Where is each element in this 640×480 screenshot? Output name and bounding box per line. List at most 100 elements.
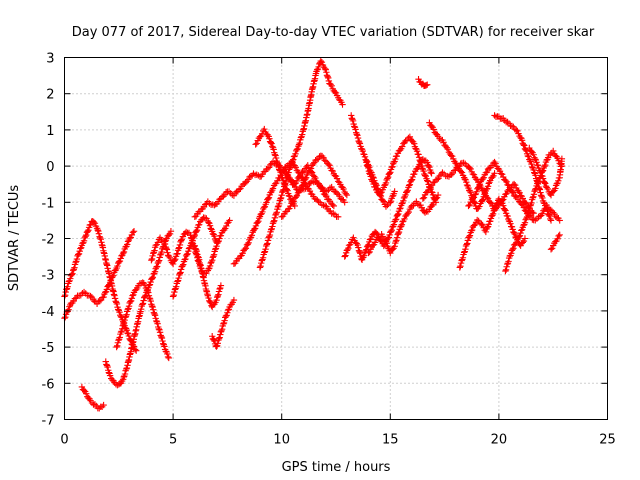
data-point xyxy=(503,178,510,185)
data-point xyxy=(367,235,374,243)
data-point xyxy=(483,168,491,176)
data-point xyxy=(532,185,540,192)
data-point xyxy=(180,261,187,268)
data-point xyxy=(266,135,273,142)
data-point xyxy=(147,278,154,286)
data-point xyxy=(191,231,199,239)
data-point xyxy=(392,216,399,224)
data-point xyxy=(128,231,136,239)
data-point xyxy=(268,140,275,147)
data-point xyxy=(466,232,474,239)
data-point xyxy=(153,317,160,325)
data-point xyxy=(178,236,185,243)
data-point xyxy=(349,117,357,125)
data-point xyxy=(161,240,169,248)
data-point xyxy=(555,177,562,185)
data-point xyxy=(470,194,478,201)
data-point xyxy=(87,221,94,228)
data-point xyxy=(207,225,214,232)
data-point xyxy=(217,331,224,338)
data-point xyxy=(470,171,478,178)
y-tick-label: 3 xyxy=(46,52,54,67)
data-point xyxy=(258,257,266,264)
data-point xyxy=(506,184,513,191)
data-point xyxy=(521,235,529,242)
data-point xyxy=(96,234,104,242)
data-point xyxy=(271,217,278,224)
data-point xyxy=(80,288,88,296)
data-point xyxy=(434,176,441,183)
data-point xyxy=(419,165,426,172)
data-point xyxy=(239,250,246,257)
data-point xyxy=(290,198,297,205)
data-point xyxy=(172,255,179,263)
data-point xyxy=(384,244,392,252)
data-point xyxy=(292,164,300,171)
data-point xyxy=(170,291,177,299)
data-point xyxy=(542,180,549,187)
data-point xyxy=(430,199,437,206)
data-point xyxy=(267,139,275,146)
data-point xyxy=(139,301,146,308)
data-point xyxy=(491,170,498,177)
data-point xyxy=(394,211,401,219)
data-point xyxy=(159,337,166,345)
data-point xyxy=(388,227,395,234)
data-point xyxy=(386,170,393,177)
data-point xyxy=(274,160,282,167)
data-point xyxy=(478,220,485,228)
data-point xyxy=(205,265,212,272)
data-point xyxy=(475,183,483,191)
x-tick-label: 10 xyxy=(273,433,290,448)
data-point xyxy=(380,198,387,205)
data-point xyxy=(392,237,400,245)
data-point xyxy=(328,167,335,174)
data-point xyxy=(224,306,232,314)
data-point xyxy=(140,297,147,304)
data-point xyxy=(157,251,164,259)
data-point xyxy=(521,142,528,149)
data-point xyxy=(329,167,336,175)
data-point xyxy=(550,147,557,155)
data-point xyxy=(356,139,363,146)
data-point xyxy=(131,346,139,353)
data-point xyxy=(365,249,372,257)
data-point xyxy=(261,125,268,133)
data-point xyxy=(533,159,540,166)
data-point xyxy=(214,292,221,300)
data-point xyxy=(120,248,128,256)
series-arc9 xyxy=(208,296,238,350)
data-point xyxy=(528,160,535,168)
data-point xyxy=(404,187,411,194)
data-point xyxy=(214,340,221,347)
data-point xyxy=(519,239,526,246)
data-point xyxy=(205,294,212,302)
data-point xyxy=(177,266,185,273)
series-arc3 xyxy=(78,383,107,412)
data-point xyxy=(519,195,526,202)
data-point xyxy=(468,226,476,234)
data-point xyxy=(537,169,545,176)
data-point xyxy=(424,177,431,184)
data-point xyxy=(513,126,520,134)
data-point xyxy=(529,216,536,223)
data-point xyxy=(62,313,69,321)
data-point xyxy=(317,57,324,65)
axis-ticks: 0 5 10 15 20 25 -7 -6 -5 -4 -3 -2 -1 0 1 2 3 xyxy=(42,52,616,448)
data-point xyxy=(147,297,154,305)
data-point xyxy=(217,282,225,289)
data-point xyxy=(99,294,106,301)
data-point xyxy=(529,194,536,201)
data-point xyxy=(83,231,90,239)
data-point xyxy=(129,292,136,299)
data-point xyxy=(295,187,303,195)
data-point xyxy=(221,317,228,324)
data-point xyxy=(424,81,431,88)
data-point xyxy=(520,204,528,211)
data-point xyxy=(401,215,408,223)
data-point xyxy=(121,370,129,378)
data-point xyxy=(120,373,127,381)
y-tick-label: -7 xyxy=(42,414,55,429)
y-tick-label: -3 xyxy=(42,269,55,284)
data-point xyxy=(269,185,277,192)
